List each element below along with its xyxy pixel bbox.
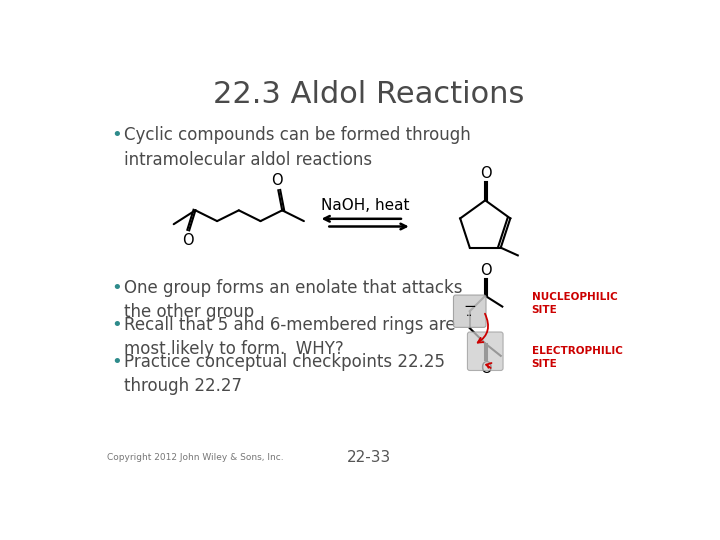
FancyBboxPatch shape (454, 295, 486, 327)
Text: O: O (480, 263, 492, 278)
Text: −: − (464, 299, 476, 314)
Text: Practice conceptual checkpoints 22.25
through 22.27: Practice conceptual checkpoints 22.25 th… (124, 353, 445, 395)
Text: •: • (112, 353, 122, 371)
Text: Cyclic compounds can be formed through
intramolecular aldol reactions: Cyclic compounds can be formed through i… (124, 126, 471, 168)
Text: 22.3 Aldol Reactions: 22.3 Aldol Reactions (213, 79, 525, 109)
Text: NUCLEOPHILIC
SITE: NUCLEOPHILIC SITE (532, 292, 618, 315)
Text: 22-33: 22-33 (347, 450, 391, 465)
FancyArrowPatch shape (478, 314, 488, 342)
Text: ELECTROPHILIC
SITE: ELECTROPHILIC SITE (532, 346, 623, 369)
FancyBboxPatch shape (467, 332, 503, 370)
Text: Recall that 5 and 6-membered rings are
most likely to form.  WHY?: Recall that 5 and 6-membered rings are m… (124, 316, 456, 358)
Text: •: • (112, 279, 122, 297)
Text: O: O (480, 361, 492, 376)
Text: •: • (112, 316, 122, 334)
Text: One group forms an enolate that attacks
the other group: One group forms an enolate that attacks … (124, 279, 463, 321)
FancyArrowPatch shape (486, 363, 492, 368)
Text: O: O (182, 233, 194, 248)
Text: O: O (480, 166, 492, 181)
Text: O: O (271, 173, 282, 188)
Text: Copyright 2012 John Wiley & Sons, Inc.: Copyright 2012 John Wiley & Sons, Inc. (107, 453, 284, 462)
Text: •: • (112, 126, 122, 144)
Text: NaOH, heat: NaOH, heat (321, 198, 410, 213)
Text: ⋅⋅: ⋅⋅ (467, 311, 473, 321)
